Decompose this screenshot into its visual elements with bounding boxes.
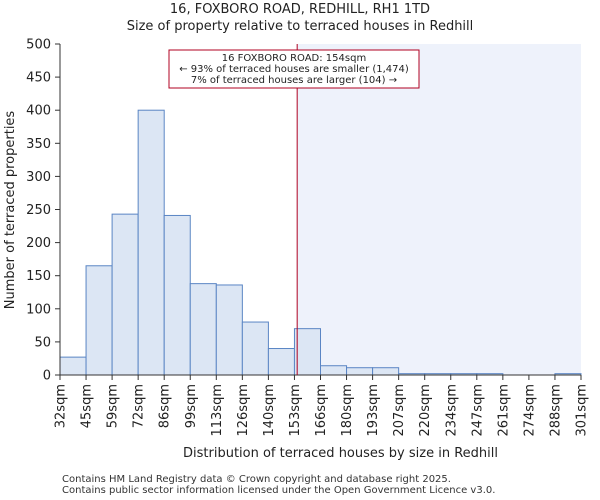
x-tick-label: 220sqm [418,384,433,437]
y-tick-label: 150 [26,269,51,284]
footer-copyright: Contains HM Land Registry data © Crown c… [62,474,451,485]
y-tick-label: 300 [26,170,51,185]
x-tick-label: 247sqm [470,384,485,437]
bar-45sqm [85,265,113,376]
bar-193sqm [372,367,400,376]
x-tick-label: 193sqm [366,384,381,437]
x-tick-label: 288sqm [548,384,563,437]
x-tick-label: 207sqm [392,384,407,437]
bar-99sqm [189,283,217,376]
x-axis-label: Distribution of terraced houses by size … [183,446,498,461]
annotation-box [168,49,420,89]
y-tick-label: 450 [26,71,51,86]
bar-86sqm [163,214,191,376]
x-tick-label: 274sqm [522,384,537,437]
bar-153sqm [293,328,322,376]
x-tick-label: 261sqm [496,384,511,437]
annotation-line-1: 16 FOXBORO ROAD: 154sqm [222,53,366,64]
y-tick-label: 400 [26,104,51,119]
bar-72sqm [137,109,165,376]
bar-126sqm [241,321,269,376]
x-tick-label: 59sqm [106,384,121,428]
annotation-line-2: ← 93% of terraced houses are smaller (1,… [179,64,409,75]
x-tick-label: 113sqm [210,384,225,437]
x-tick-label: 99sqm [184,384,199,428]
x-tick-label: 72sqm [132,384,147,428]
chart-title: 16, FOXBORO ROAD, REDHILL, RH1 1TD [169,2,431,17]
y-tick-label: 0 [43,369,51,384]
bar-59sqm [111,213,139,376]
x-tick-label: 234sqm [444,384,459,437]
bar-180sqm [346,367,374,376]
bar-32sqm [59,356,87,376]
x-tick-label: 126sqm [236,384,251,437]
x-tick-label: 153sqm [288,384,303,437]
chart-subtitle: Size of property relative to terraced ho… [126,19,474,34]
y-axis-label: Number of terraced properties [3,111,18,310]
y-tick-label: 350 [26,137,51,152]
x-tick-label: 45sqm [80,384,95,428]
x-tick-label: 166sqm [314,384,329,437]
bar-113sqm [215,284,243,376]
y-tick-label: 500 [26,38,51,53]
x-tick-label: 301sqm [575,384,590,437]
x-tick-label: 86sqm [158,384,173,428]
bar-140sqm [267,348,295,376]
y-tick-label: 100 [26,302,51,317]
bar-166sqm [320,365,348,376]
annotation-line-3: 7% of terraced houses are larger (104) → [191,75,397,86]
larger-properties-region [297,44,581,375]
x-tick-label: 32sqm [54,384,69,428]
x-tick-label: 140sqm [262,384,277,437]
footer-licence: Contains public sector information licen… [62,485,496,496]
y-tick-label: 250 [26,203,51,218]
x-tick-label: 180sqm [340,384,355,437]
y-tick-label: 200 [26,236,51,251]
y-tick-label: 50 [34,335,51,350]
